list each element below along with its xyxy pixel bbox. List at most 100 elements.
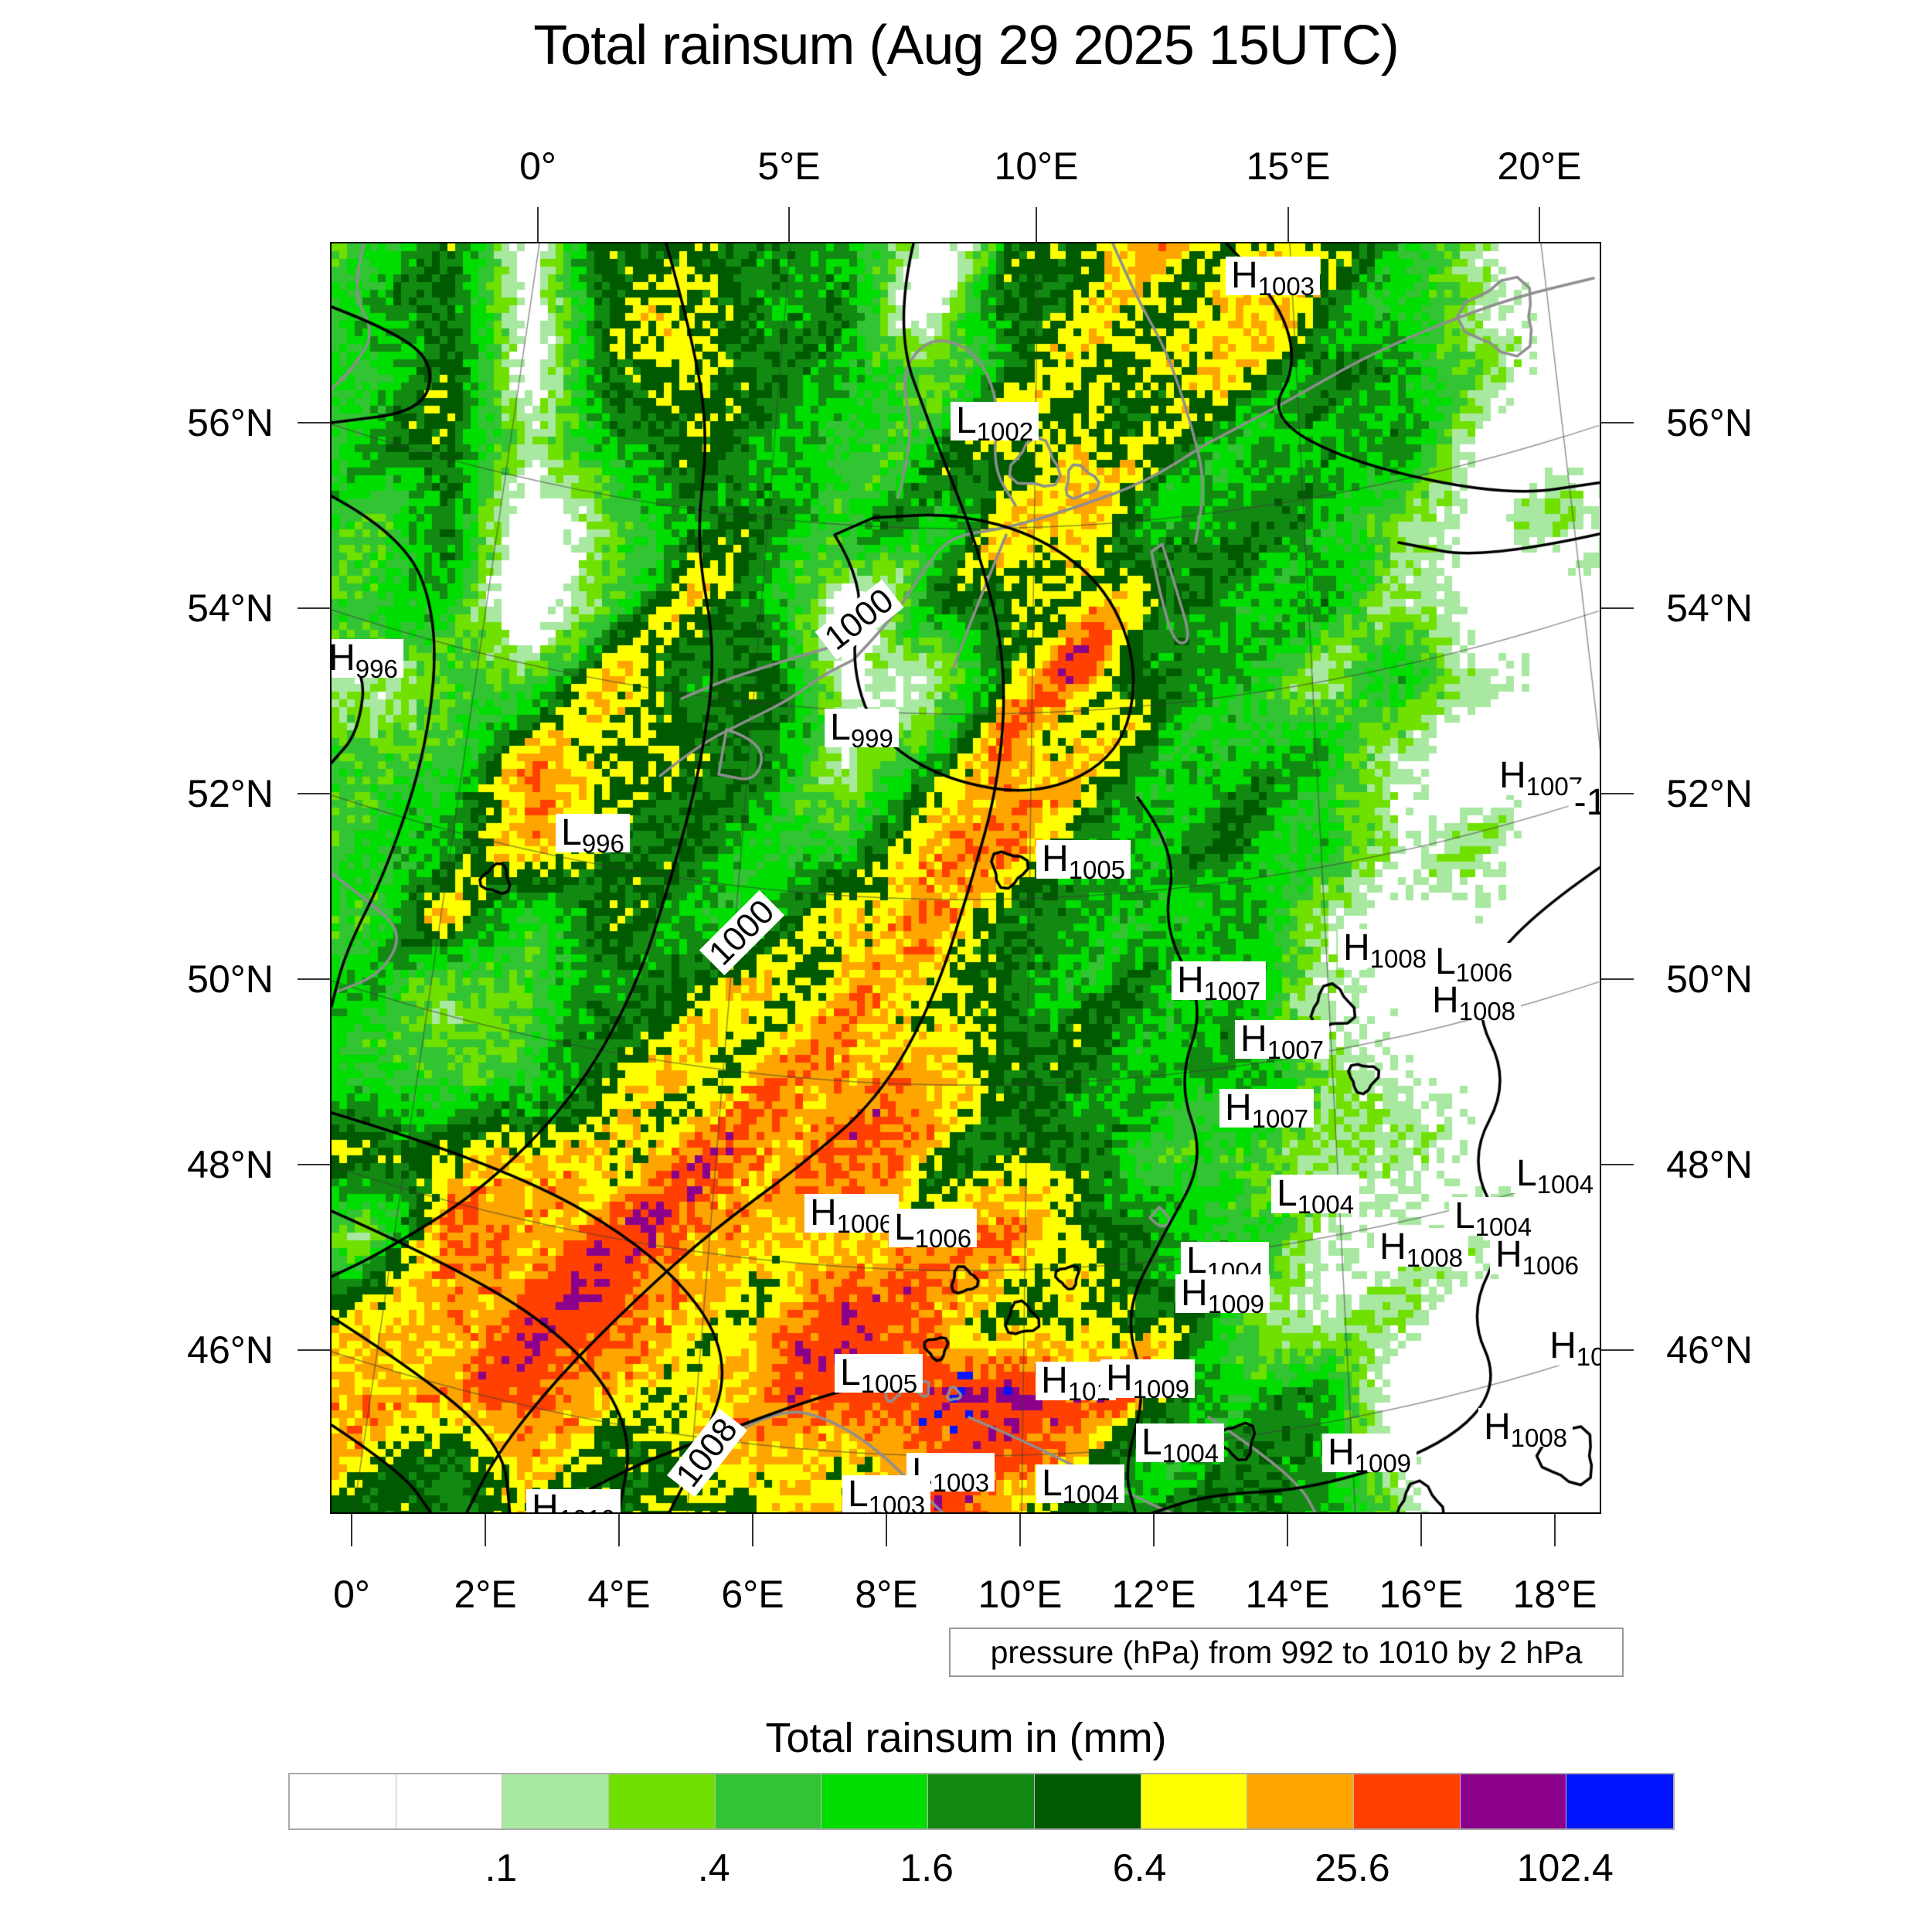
colorbar-cell-2 (502, 1774, 610, 1828)
pressure-label-h1005: H1005 (1036, 840, 1131, 883)
pressure-label-h100: H100 (1544, 1327, 1600, 1369)
colorbar-cell-12 (1566, 1774, 1673, 1828)
colorbar-tick-label: 25.6 (1315, 1846, 1390, 1889)
pressure-label-l999: L999 (825, 709, 899, 751)
pressure-label-l1005: L1005 (834, 1354, 923, 1396)
pressure-label-h1009: H1009 (1321, 1434, 1417, 1476)
colorbar-cell-1 (396, 1774, 503, 1828)
bottom-axis-tick (1019, 1514, 1021, 1546)
pressure-label-l1006: L1006 (888, 1209, 978, 1251)
right-axis-tick (1601, 422, 1634, 423)
bottom-axis-label: 8°E (855, 1573, 918, 1616)
colorbar-title: Total rainsum in (mm) (765, 1715, 1167, 1761)
colorbar-cell-10 (1353, 1774, 1461, 1828)
pressure-label-h1009: H1009 (1175, 1274, 1270, 1317)
bottom-axis-tick (886, 1514, 887, 1546)
right-axis-label: 48°N (1666, 1143, 1753, 1186)
bottom-axis-tick (1153, 1514, 1155, 1546)
top-axis-label: 20°E (1497, 145, 1582, 188)
bottom-axis-tick (1554, 1514, 1556, 1546)
left-axis-tick (298, 1164, 330, 1165)
top-axis-tick (537, 207, 539, 242)
left-axis-tick (298, 1349, 330, 1351)
colorbar-tick-label: 1.6 (900, 1846, 954, 1889)
pressure-label-h1009: H1009 (1100, 1359, 1196, 1402)
colorbar-tick-label: 102.4 (1516, 1846, 1614, 1889)
colorbar-cell-7 (1034, 1774, 1141, 1828)
pressure-label-h1010: H1010 (526, 1489, 621, 1512)
right-axis-label: 52°N (1666, 772, 1753, 815)
top-axis-tick (788, 207, 790, 242)
top-axis-tick (1287, 207, 1289, 242)
colorbar (288, 1773, 1675, 1830)
right-axis-label: 46°N (1666, 1328, 1753, 1372)
pressure-label-l1006: L1006 (1429, 943, 1519, 985)
right-axis-label: 54°N (1666, 587, 1753, 630)
left-axis-label: 46°N (187, 1328, 274, 1372)
pressure-label-l1004: L1004 (1448, 1197, 1538, 1240)
bottom-axis-tick (1420, 1514, 1422, 1546)
bottom-axis-label: 10°E (978, 1573, 1063, 1616)
right-axis-tick (1601, 978, 1634, 980)
colorbar-cell-9 (1247, 1774, 1354, 1828)
left-axis-label: 50°N (187, 957, 274, 1001)
pressure-label-h1006: H1006 (804, 1194, 900, 1236)
bottom-axis-tick (752, 1514, 753, 1546)
colorbar-cell-3 (609, 1774, 716, 1828)
bottom-axis-label: 0° (333, 1573, 370, 1616)
right-axis-label: 56°N (1666, 401, 1753, 444)
bottom-axis-label: 18°E (1512, 1573, 1597, 1616)
colorbar-tick-label: .1 (485, 1846, 518, 1889)
pressure-label-h1007: H1007 (1493, 757, 1589, 799)
top-axis-label: 10°E (994, 145, 1079, 188)
left-axis-label: 54°N (187, 587, 274, 630)
pressure-label-h1008: H1008 (1337, 929, 1433, 971)
colorbar-cell-6 (928, 1774, 1035, 1828)
pressure-label-l1004: L1004 (1036, 1464, 1125, 1507)
colorbar-cell-4 (715, 1774, 822, 1828)
colorbar-cell-11 (1460, 1774, 1567, 1828)
right-axis-tick (1601, 1349, 1634, 1351)
bottom-axis-tick (351, 1514, 352, 1546)
pressure-label-h1007: H1007 (1219, 1089, 1315, 1131)
left-axis-tick (298, 793, 330, 794)
pressure-label-fragment: -1 (1568, 784, 1600, 822)
pressure-label-l1002: L1002 (950, 402, 1039, 444)
bottom-axis-tick (485, 1514, 486, 1546)
pressure-label-l1004: L1004 (1510, 1155, 1600, 1197)
colorbar-cell-0 (290, 1774, 396, 1828)
map-panel: H1003L1002H996L999L996H1005H1007-1H1008L… (330, 242, 1601, 1514)
left-axis-tick (298, 607, 330, 609)
bottom-axis-label: 2°E (454, 1573, 517, 1616)
page-title: Total rainsum (Aug 29 2025 15UTC) (533, 15, 1400, 77)
bottom-axis-label: 16°E (1379, 1573, 1464, 1616)
top-axis-tick (1036, 207, 1037, 242)
bottom-axis-label: 12°E (1111, 1573, 1196, 1616)
colorbar-cell-8 (1141, 1774, 1248, 1828)
pressure-label-h1007: H1007 (1234, 1020, 1330, 1063)
right-axis-label: 50°N (1666, 957, 1753, 1001)
left-axis-label: 52°N (187, 772, 274, 815)
colorbar-cell-5 (821, 1774, 929, 1828)
pressure-label-h1007: H1007 (1171, 961, 1267, 1004)
bottom-axis-label: 4°E (587, 1573, 651, 1616)
top-axis-label: 15°E (1246, 145, 1331, 188)
precipitation-field-canvas (332, 243, 1600, 1512)
bottom-axis-tick (1287, 1514, 1288, 1546)
pressure-label-h1006: H1006 (1489, 1236, 1585, 1278)
top-axis-label: 5°E (757, 145, 821, 188)
colorbar-tick-label: .4 (697, 1846, 730, 1889)
pressure-label-h1008: H1008 (1426, 981, 1522, 1024)
pressure-label-h1003: H1003 (1225, 257, 1321, 299)
left-axis-label: 48°N (187, 1143, 274, 1186)
pressure-label-h1008: H1008 (1478, 1408, 1573, 1451)
pressure-label-l996: L996 (556, 814, 630, 856)
right-axis-tick (1601, 607, 1634, 609)
left-axis-label: 56°N (187, 401, 274, 444)
pressure-caption: pressure (hPa) from 992 to 1010 by 2 hPa (949, 1628, 1624, 1677)
left-axis-tick (298, 422, 330, 423)
top-axis-label: 0° (519, 145, 556, 188)
colorbar-tick-label: 6.4 (1112, 1846, 1167, 1889)
pressure-label-l1004: L1004 (1270, 1175, 1360, 1217)
